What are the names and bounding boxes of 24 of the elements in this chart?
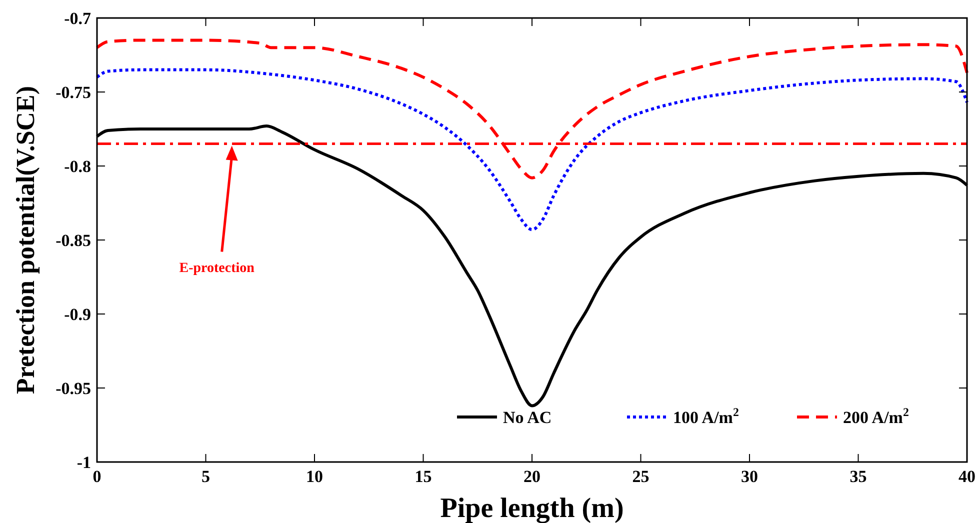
y-tick-label: -0.9 xyxy=(64,305,91,324)
y-tick-label: -1 xyxy=(76,453,91,472)
ref-line-label: E-protection xyxy=(179,260,255,276)
x-tick-label: 0 xyxy=(92,467,102,486)
line-series xyxy=(96,38,968,180)
x-tick-label: 25 xyxy=(632,467,650,486)
x-tick-label: 40 xyxy=(958,467,976,486)
y-axis-title: Pretection potential(V.SCE) xyxy=(11,86,40,394)
y-tick-label: -0.85 xyxy=(56,231,91,250)
x-tick-label: 20 xyxy=(524,467,540,486)
legend-label: 100 A/m$^{2}$ xyxy=(673,405,739,427)
legend-label: No AC xyxy=(503,408,552,427)
x-tick-label: 15 xyxy=(414,467,432,486)
y-tick-label: -0.7 xyxy=(64,9,92,28)
x-tick-label: 5 xyxy=(202,467,210,486)
legend-label: 200 A/m$^{2}$ xyxy=(843,405,909,427)
x-tick-label: 10 xyxy=(306,467,323,486)
y-tick-label: -0.75 xyxy=(56,83,91,102)
x-axis-title: Pipe length (m) xyxy=(440,493,624,523)
y-tick-label: -0.8 xyxy=(64,157,91,176)
line-series xyxy=(96,68,968,232)
x-tick-label: 30 xyxy=(741,467,758,486)
y-tick-label: -0.95 xyxy=(56,379,91,398)
x-tick-label: 35 xyxy=(850,467,867,486)
